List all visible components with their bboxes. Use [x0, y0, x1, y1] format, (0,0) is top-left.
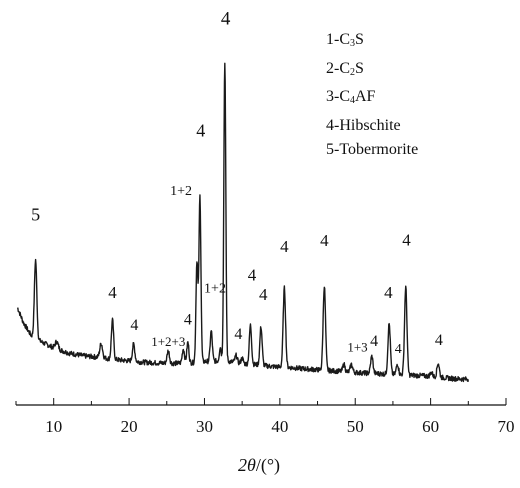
peak-label: 4 — [402, 230, 411, 249]
peak-label: 4 — [280, 237, 289, 256]
x-tick-label: 60 — [422, 417, 439, 436]
peak-label: 4 — [130, 317, 138, 334]
legend-item: 1-C3S — [326, 31, 364, 49]
peak-label: 4 — [184, 312, 192, 329]
xrd-pattern — [16, 62, 469, 383]
peak-label: 4 — [320, 231, 329, 250]
x-tick-label: 20 — [121, 417, 138, 436]
peak-label: 1+2 — [170, 184, 192, 199]
peak-label: 4 — [248, 265, 257, 284]
peak-label: 4 — [259, 285, 268, 304]
x-tick-label: 40 — [271, 417, 288, 436]
peak-label: 4 — [370, 333, 378, 350]
legend-item: 4-Hibschite — [326, 116, 401, 134]
legend-item: 2-C2S — [326, 59, 364, 78]
x-tick-label: 10 — [45, 417, 62, 436]
legend-item: 5-Tobermorite — [326, 141, 419, 158]
x-tick-label: 30 — [196, 417, 213, 436]
peak-label: 1+3 — [347, 339, 367, 354]
peak-label: 4 — [108, 283, 117, 302]
peak-label: 1+2 — [204, 282, 226, 297]
legend: 1-C3S 2-C2S 3-C4AF 4-Hibschite 5-Tobermorite — [326, 28, 418, 163]
peak-label: 4 — [221, 9, 231, 30]
peak-label: 4 — [395, 342, 402, 357]
x-axis-title: 2θ/(°) — [238, 455, 280, 476]
x-tick-label: 50 — [347, 417, 364, 436]
peak-label: 1+2+3 — [151, 334, 185, 349]
peak-label: 5 — [31, 205, 40, 225]
x-tick-label: 70 — [498, 417, 515, 436]
peak-label: 4 — [384, 283, 393, 302]
peak-label: 4 — [234, 326, 242, 343]
peak-label: 4 — [196, 121, 205, 141]
legend-item: 3-C4AF — [326, 88, 376, 106]
xrd-series-line — [16, 62, 469, 383]
x-axis: 10 20 30 40 50 60 70 — [15, 398, 515, 436]
peak-label: 4 — [435, 332, 443, 349]
